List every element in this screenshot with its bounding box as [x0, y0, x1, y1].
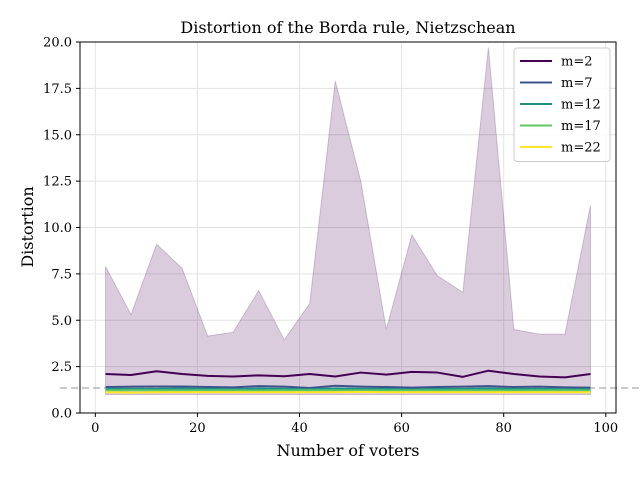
y-tick-label-0: 0.0	[51, 407, 72, 422]
x-axis-ticks: 0 20 40 60 80 100	[91, 413, 618, 436]
series-line-m-7	[105, 384, 591, 389]
legend: m=2 m=7 m=12 m=17 m=22	[513, 47, 611, 162]
y-tick-label-2: 5.0	[51, 314, 72, 329]
x-tick-label-0: 0	[91, 421, 99, 436]
legend-label-m-17: m=17	[561, 119, 601, 134]
series-line-m-2	[105, 369, 591, 379]
legend-label-m-2: m=2	[561, 55, 593, 70]
y-tick-label-7: 17.5	[43, 82, 72, 97]
chart-title: Distortion of the Borda rule, Nietzschea…	[180, 18, 515, 37]
y-axis-label: Distortion	[18, 186, 37, 267]
legend-box	[513, 47, 611, 162]
y-tick-label-1: 2.5	[51, 360, 72, 375]
y-tick-label-4: 10.0	[43, 221, 72, 236]
y-axis-ticks: 0.0 2.5 5.0 7.5 10.0 12.5 15.0 17.5 20.0	[43, 36, 80, 422]
x-tick-label-5: 100	[593, 421, 618, 436]
y-tick-label-8: 20.0	[43, 36, 72, 51]
legend-label-m-12: m=12	[561, 98, 601, 113]
y-tick-label-3: 7.5	[51, 267, 72, 282]
series-lines	[105, 369, 591, 394]
y-tick-label-6: 15.0	[43, 128, 72, 143]
band-area	[105, 47, 591, 395]
legend-label-m-22: m=22	[561, 141, 601, 156]
series-line-m-22	[105, 391, 591, 394]
x-tick-label-1: 20	[189, 421, 206, 436]
x-tick-label-4: 80	[495, 421, 512, 436]
series-line-m-12	[105, 387, 591, 391]
x-axis-label: Number of voters	[277, 441, 420, 460]
x-tick-label-3: 60	[393, 421, 410, 436]
m2-range-band	[105, 47, 591, 395]
x-tick-label-2: 40	[291, 421, 308, 436]
y-tick-label-5: 12.5	[43, 175, 72, 190]
legend-label-m-7: m=7	[561, 76, 593, 91]
